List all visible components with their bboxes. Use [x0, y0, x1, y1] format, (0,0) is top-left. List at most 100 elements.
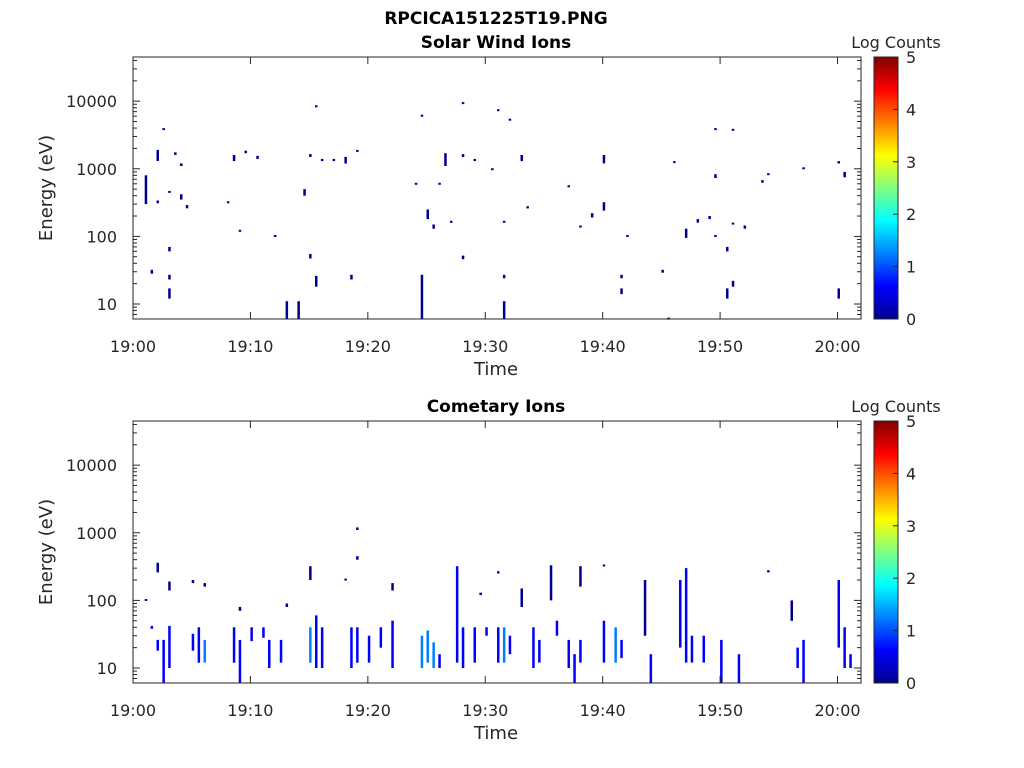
heatmap-cell [309, 253, 312, 259]
heatmap-cell [238, 606, 242, 611]
x-tick-label: 19:50 [697, 337, 743, 356]
y-tick-label: 10 [97, 295, 117, 314]
heatmap-cell [502, 301, 506, 319]
heatmap-cell [180, 163, 183, 166]
heatmap-cell [526, 206, 529, 209]
x-tick-label: 19:50 [697, 701, 743, 720]
heatmap-cell [191, 580, 195, 584]
heatmap-cell [502, 220, 506, 223]
heatmap-cell [232, 155, 236, 162]
heatmap-cell [849, 654, 852, 668]
y-tick-label: 1000 [76, 524, 117, 543]
heatmap-cell [567, 185, 570, 188]
heatmap-cell [144, 175, 148, 205]
heatmap-cell [203, 583, 206, 587]
heatmap-cell [238, 639, 242, 683]
heatmap-cell [450, 220, 453, 223]
colorbar-tick-label: 0 [906, 310, 916, 329]
heatmap-cell [356, 149, 359, 152]
heatmap-cell [579, 639, 582, 663]
y-tick-label: 10000 [66, 456, 117, 475]
heatmap-cell [843, 627, 846, 668]
heatmap-cell [761, 180, 764, 183]
heatmap-cell [426, 630, 429, 663]
heatmap-cell [262, 627, 265, 638]
y-axis-label: Energy (eV) [36, 499, 57, 605]
heatmap-cell [479, 592, 482, 596]
heatmap-cell [497, 627, 500, 663]
heatmap-cell [344, 156, 347, 164]
x-tick-label: 19:10 [227, 337, 273, 356]
heatmap-cell [620, 288, 623, 295]
heatmap-cell [649, 654, 653, 683]
heatmap-cell [174, 152, 177, 155]
heatmap-cell [555, 620, 559, 636]
heatmap-cell [743, 225, 747, 229]
heatmap-cell [273, 235, 277, 237]
heatmap-cell [226, 201, 230, 204]
heatmap-cell [297, 301, 300, 319]
heatmap-cell [162, 639, 165, 683]
x-tick-label: 19:30 [462, 337, 508, 356]
heatmap-cell [426, 209, 429, 220]
heatmap-cell [714, 128, 717, 131]
heatmap-cell [626, 235, 629, 237]
heatmap-cell [315, 275, 318, 287]
heatmap-cell [491, 168, 494, 171]
x-axis-label: Time [473, 723, 518, 744]
heatmap-cell [414, 182, 418, 185]
heatmap-cell [168, 190, 171, 193]
heatmap-cell [168, 625, 171, 668]
colorbar-tick-label: 5 [906, 48, 916, 67]
heatmap-cell [796, 647, 799, 668]
colorbar-tick-label: 0 [906, 674, 916, 693]
heatmap-cell [461, 627, 465, 668]
heatmap-cell [391, 583, 394, 591]
figure-title: RPCICA151225T19.PNG [384, 9, 607, 29]
heatmap-cell [444, 153, 447, 166]
axes-frame [132, 420, 862, 684]
heatmap-cell [579, 566, 582, 587]
heatmap-cell [843, 171, 846, 178]
heatmap-cell [232, 627, 236, 663]
colorbar-tick-label: 5 [906, 412, 916, 431]
heatmap-cell [508, 118, 512, 121]
heatmap-cell [315, 615, 318, 668]
heatmap-cell [690, 635, 694, 663]
heatmap-cell [731, 280, 735, 287]
heatmap-cell [150, 269, 154, 274]
y-tick-label: 1000 [76, 160, 117, 179]
heatmap-cell [203, 639, 206, 663]
heatmap-cell [320, 158, 324, 162]
heatmap-cell [279, 639, 283, 663]
heatmap-cell [268, 639, 271, 668]
heatmap-cell [679, 580, 682, 648]
colorbar-label: Log Counts [851, 33, 941, 52]
heatmap-cell [156, 200, 159, 204]
heatmap-cell [620, 274, 623, 279]
heatmap-cell [790, 600, 793, 621]
heatmap-cell [837, 580, 840, 648]
x-tick-label: 20:00 [814, 337, 860, 356]
heatmap-cell [168, 581, 171, 591]
heatmap-cell [702, 635, 705, 663]
heatmap-cell [303, 189, 306, 196]
heatmap-cell [461, 102, 465, 105]
y-tick-label: 10000 [66, 92, 117, 111]
colorbar-tick-label: 4 [906, 464, 916, 483]
colorbar-tick-label: 3 [906, 153, 916, 172]
x-tick-label: 19:00 [110, 337, 156, 356]
heatmap-cell [156, 562, 159, 573]
heatmap-cell [309, 627, 312, 663]
heatmap-cell [802, 639, 805, 683]
heatmap-cell [420, 274, 424, 319]
heatmap-cell [432, 642, 435, 668]
heatmap-cell [455, 566, 459, 663]
heatmap-cell [714, 235, 717, 237]
heatmap-cell [497, 571, 500, 574]
heatmap-cell [767, 173, 770, 176]
heatmap-cell [837, 161, 840, 164]
